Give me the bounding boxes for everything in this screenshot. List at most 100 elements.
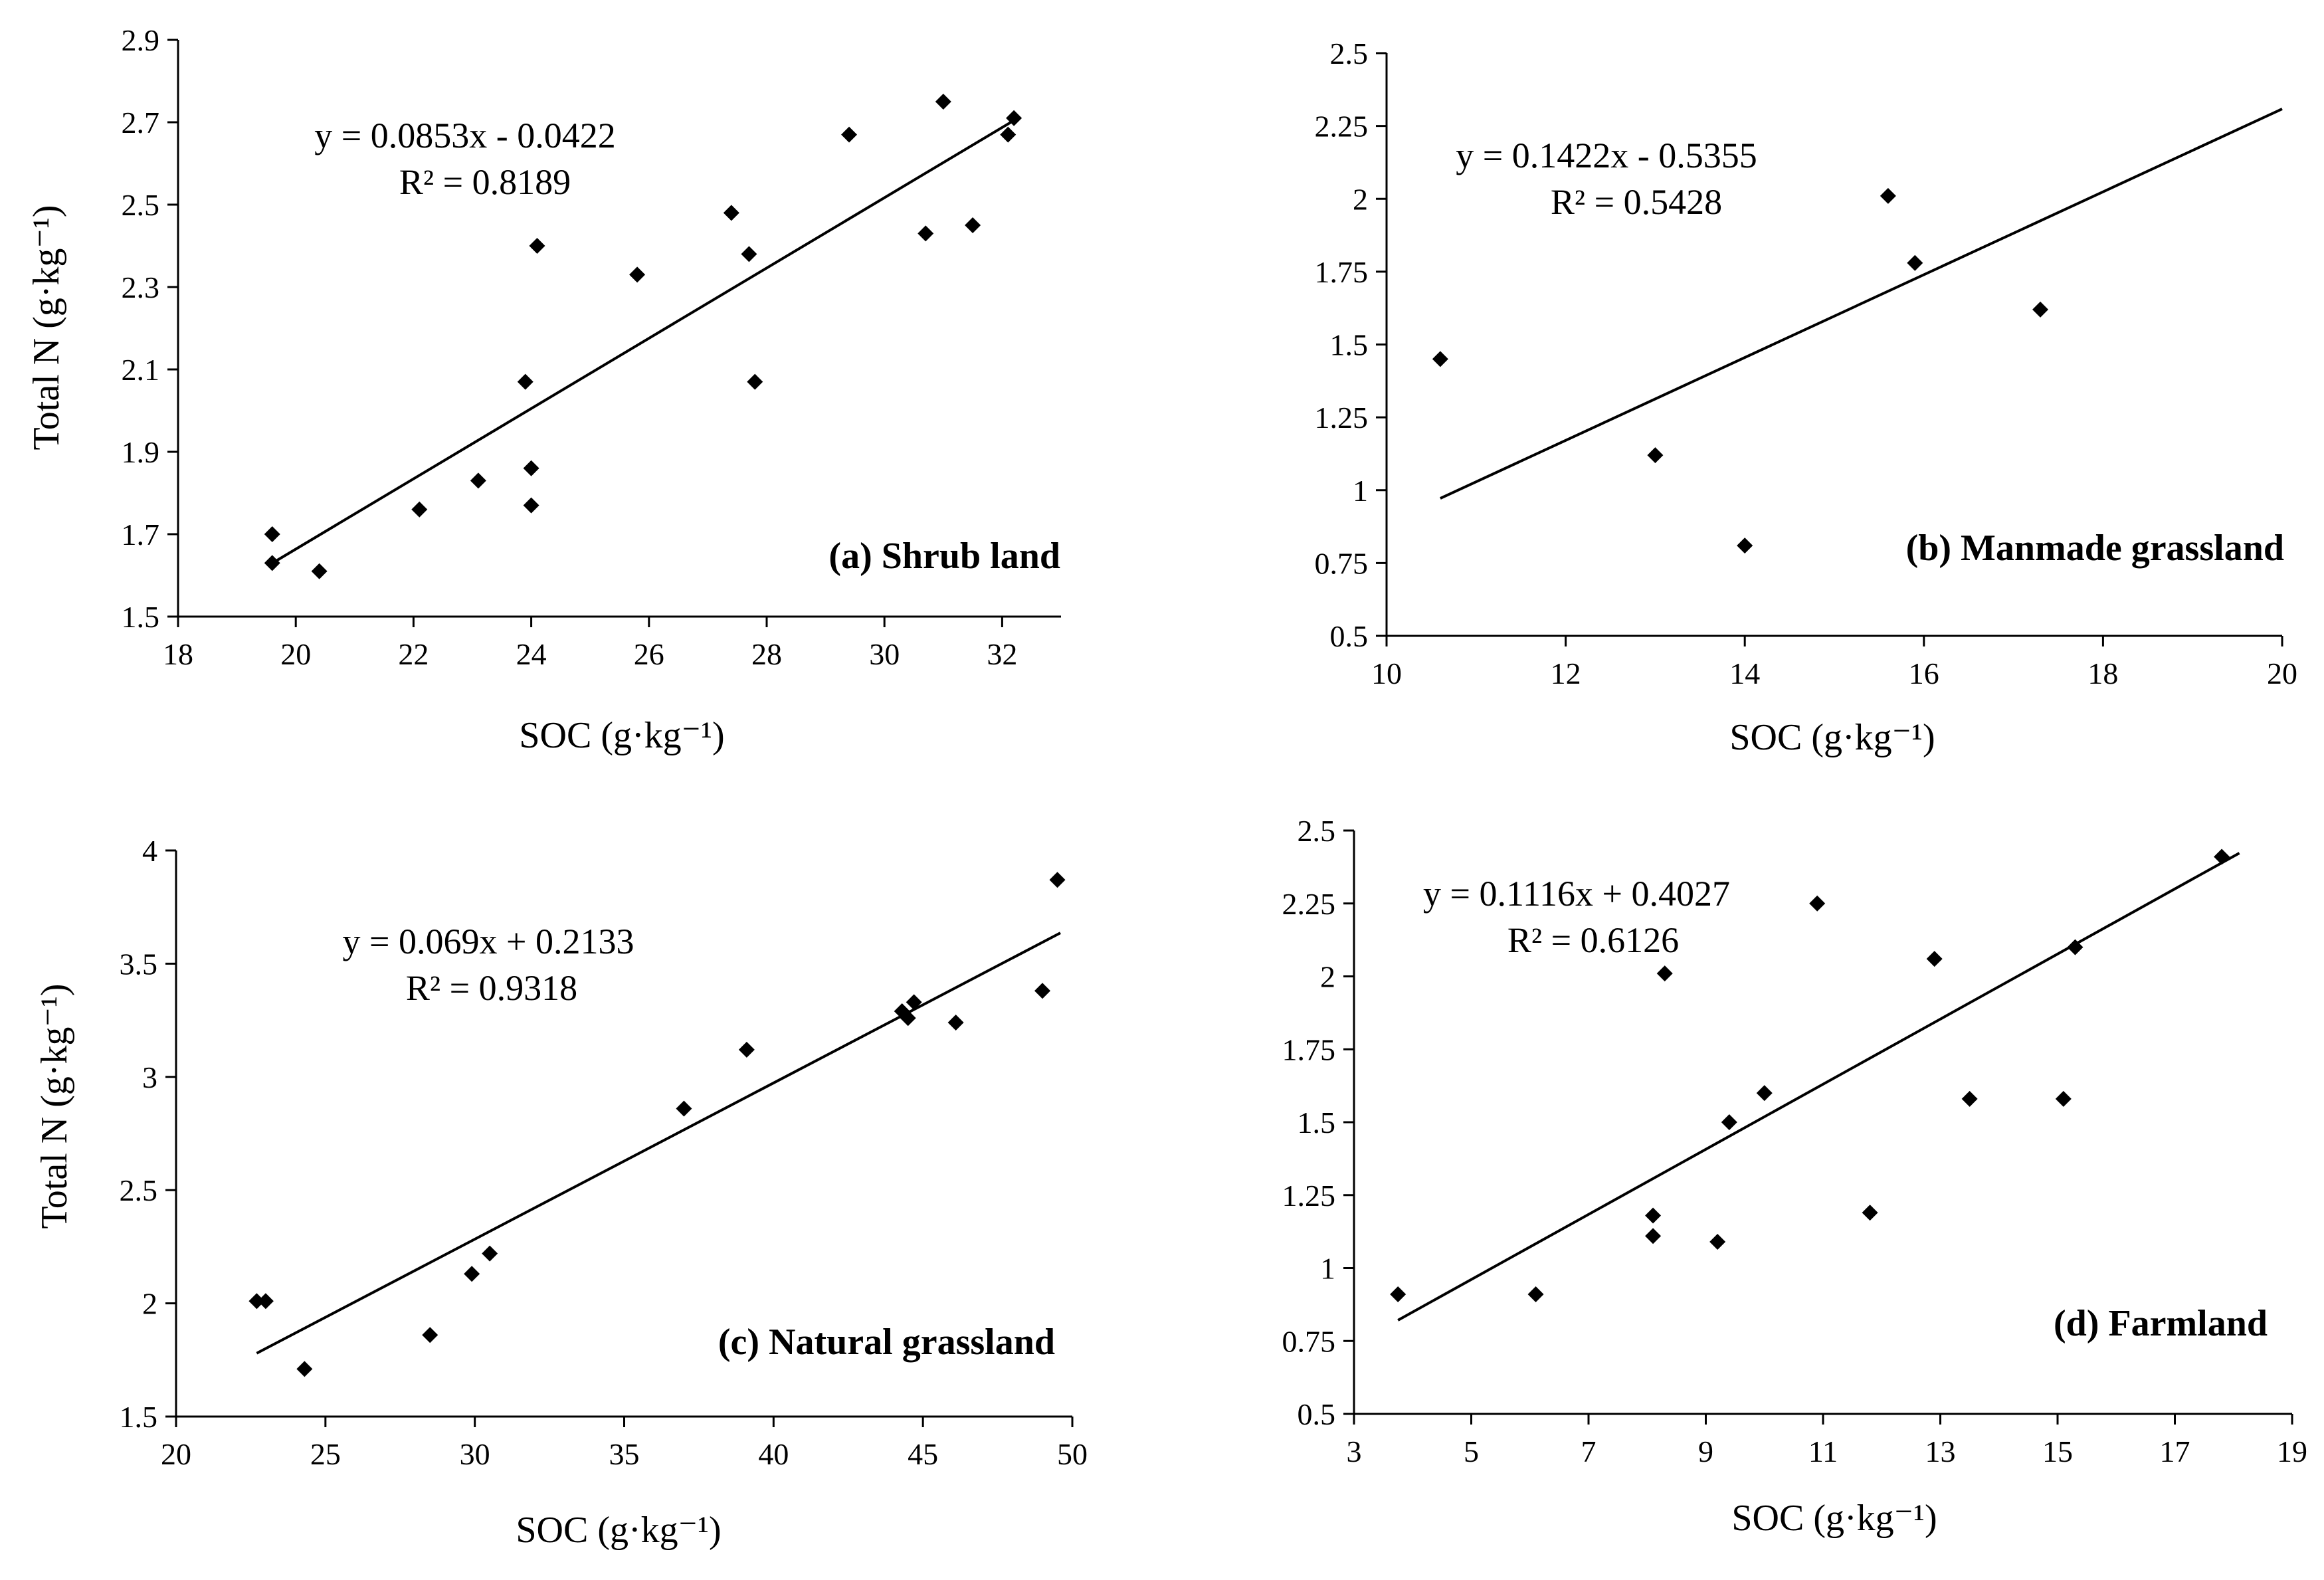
panel-b-data-point (1432, 351, 1448, 367)
panel-a-data-point (841, 126, 858, 143)
panel-c-title: (c) Natural grassland (718, 1322, 1055, 1363)
panel-a: 18 20 22 24 26 28 30 32 1.5 1.7 1.9 2.1 2.3 2.5 2.7 2.9… (26, 23, 1061, 756)
panel-d-data-point (1645, 1207, 1662, 1224)
panel-d-data-point (1709, 1233, 1726, 1250)
panel-a-x-tick-label: 30 (869, 637, 900, 671)
panel-c-data-point (464, 1266, 480, 1282)
panel-a-y-tick-label: 2.9 (122, 23, 160, 57)
panel-c-x-tick-label: 50 (1057, 1437, 1088, 1471)
panel-c-y-tick-label: 3.5 (120, 947, 158, 981)
panel-a-data-point (1006, 110, 1022, 126)
panel-c-data-point (947, 1015, 964, 1031)
panel-a-y-tick-label: 2.1 (122, 353, 160, 387)
panel-d-x-tick-label: 13 (1925, 1434, 1956, 1468)
panel-d-data-point (1656, 965, 1673, 982)
panel-a-x-axis-label: SOC (g·kg⁻¹) (519, 715, 724, 756)
panel-a-data-point (311, 563, 328, 579)
panel-d-trendline (1397, 852, 2240, 1322)
panel-d-y-tick-label: 0.5 (1298, 1397, 1336, 1431)
panel-c-trendline (256, 932, 1061, 1355)
panel-a-data-point (965, 217, 981, 233)
panel-c-x-tick-label: 45 (908, 1437, 938, 1471)
panel-b-x-tick-label: 18 (2087, 656, 2118, 690)
panel-d-data-point (1721, 1114, 1737, 1130)
panel-a-data-point (523, 460, 539, 476)
panel-b-y-tick-label: 1.5 (1330, 328, 1369, 362)
panel-d-y-tick-label: 0.75 (1282, 1324, 1336, 1358)
panel-b-data-point (1907, 254, 1923, 271)
panel-d-equation: y = 0.1116x + 0.4027 (1423, 874, 1730, 914)
panel-a-data-point (264, 555, 280, 571)
panel-c: 20 25 30 35 40 45 50 1.5 2 2.5 3 3.5 4 y = 0.069x + … (34, 834, 1088, 1551)
panel-c-x-tick-label: 30 (460, 1437, 490, 1471)
panel-b-y-tick-label: 2.5 (1330, 37, 1369, 70)
panel-a-data-point (529, 238, 545, 254)
panel-a-y-tick-label: 1.9 (122, 435, 160, 469)
panel-d-data-point (1862, 1205, 1878, 1221)
panel-c-y-tick-label: 2.5 (120, 1173, 158, 1207)
panel-c-data-point (257, 1293, 274, 1310)
panel-a-data-point (741, 246, 757, 262)
panel-d-x-axis-label: SOC (g·kg⁻¹) (1731, 1498, 1937, 1539)
panel-d-x-tick-label: 15 (2042, 1434, 2073, 1468)
panel-b-equation: y = 0.1422x - 0.5355 (1456, 136, 1757, 175)
panel-a-data-point (470, 472, 486, 489)
panel-a-y-tick-label: 2.3 (122, 270, 160, 304)
panel-d-y-tick-label: 2 (1320, 960, 1335, 994)
panel-a-y-tick-label: 1.5 (122, 600, 160, 634)
panel-d: 3 5 7 9 11 13 15 17 19 0.5 0.75 1 1.25 1.5 1.75 2 2.25 2.… (1282, 814, 2308, 1539)
panel-a-data-point (1000, 126, 1017, 143)
panel-a-plot: 18 20 22 24 26 28 30 32 1.5 1.7 1.9 2.1 2.3 2.5 2.7 2.9 (122, 23, 1061, 671)
panel-d-data-point (1645, 1228, 1662, 1244)
panel-c-y-tick-label: 1.5 (120, 1400, 158, 1434)
panel-d-x-tick-label: 11 (1808, 1434, 1838, 1468)
panel-c-data-point (676, 1100, 692, 1117)
panel-c-data-point (1049, 872, 1066, 888)
panel-c-y-tick-label: 3 (142, 1060, 157, 1094)
panel-c-y-tick-label: 2 (142, 1287, 157, 1321)
panel-d-x-tick-label: 17 (2160, 1434, 2190, 1468)
panel-b-data-point (2032, 301, 2049, 318)
panel-d-title: (d) Farmland (2054, 1303, 2268, 1344)
panel-a-x-tick-label: 32 (987, 637, 1017, 671)
panel-c-x-tick-label: 40 (758, 1437, 789, 1471)
panel-d-x-tick-label: 9 (1698, 1434, 1713, 1468)
panel-c-y-tick-label: 4 (142, 834, 157, 868)
panel-c-r-squared: R² = 0.9318 (406, 968, 577, 1008)
panel-d-data-point (1390, 1286, 1406, 1303)
panel-b-data-point (1647, 447, 1664, 464)
panel-a-data-point (723, 205, 739, 221)
panel-d-data-point (2067, 939, 2083, 955)
panel-d-y-tick-label: 1.25 (1282, 1179, 1336, 1213)
panel-a-data-point (918, 225, 934, 242)
panel-c-data-point (738, 1041, 755, 1058)
panel-a-y-tick-label: 1.7 (122, 518, 160, 551)
panel-d-plot: 3 5 7 9 11 13 15 17 19 0.5 0.75 1 1.25 1.5 1.75 2 2.25 2.… (1282, 814, 2308, 1468)
panel-b-y-tick-label: 1.25 (1315, 401, 1369, 435)
panel-a-trendline (271, 119, 1015, 565)
panel-c-data-point (422, 1327, 438, 1343)
panel-c-data-point (900, 1010, 916, 1027)
panel-b-trendline (1440, 108, 2283, 500)
panel-a-x-tick-label: 24 (516, 637, 547, 671)
panel-c-y-axis-label: Total N (g·kg⁻¹) (34, 983, 75, 1229)
panel-b-y-tick-label: 0.75 (1315, 546, 1369, 580)
panel-a-y-tick-label: 2.7 (122, 106, 160, 140)
panel-d-y-tick-label: 2.25 (1282, 887, 1336, 921)
panel-d-y-tick-label: 2.5 (1298, 814, 1336, 848)
panel-b-y-tick-label: 1 (1353, 474, 1368, 508)
panel-c-x-tick-label: 25 (310, 1437, 341, 1471)
panel-a-data-point (629, 266, 646, 283)
panel-b-y-tick-label: 2 (1353, 182, 1368, 216)
panel-b-y-tick-label: 0.5 (1330, 619, 1369, 653)
panel-b-x-tick-label: 10 (1371, 656, 1402, 690)
panel-b-data-point (1880, 187, 1896, 204)
panel-b-y-tick-label: 1.75 (1315, 255, 1369, 289)
panel-b-title: (b) Manmade grassland (1906, 528, 2284, 569)
panel-d-y-tick-label: 1 (1320, 1252, 1335, 1286)
panel-d-x-tick-label: 19 (2277, 1434, 2307, 1468)
panel-b-x-tick-label: 20 (2267, 656, 2297, 690)
panel-d-x-tick-label: 7 (1581, 1434, 1597, 1468)
panel-b-x-tick-label: 16 (1909, 656, 1939, 690)
panel-d-data-point (1809, 895, 1826, 912)
